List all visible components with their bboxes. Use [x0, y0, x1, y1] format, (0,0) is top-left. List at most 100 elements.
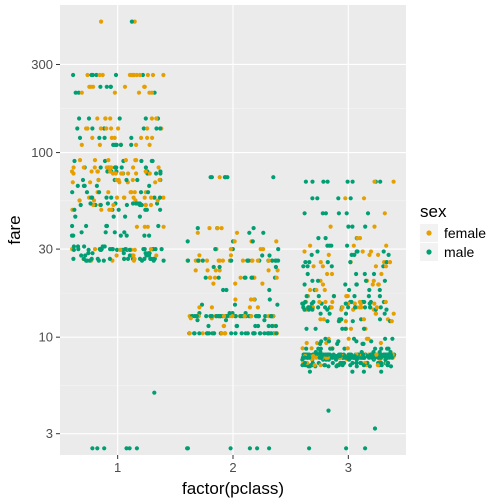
point-male [307, 355, 312, 360]
point-male [70, 190, 75, 195]
point-male [336, 196, 341, 201]
point-male [310, 278, 315, 283]
point-female [104, 126, 109, 131]
point-male [158, 126, 163, 131]
point-male [362, 299, 367, 305]
point-male [315, 278, 321, 283]
point-female [112, 135, 117, 140]
point-female [383, 299, 388, 305]
point-female [79, 90, 84, 95]
point-male [343, 326, 348, 331]
point-male [81, 256, 86, 261]
point-female [85, 72, 90, 78]
point-female [248, 297, 254, 302]
point-male [86, 116, 92, 121]
point-male [247, 446, 252, 451]
point-female [137, 72, 142, 78]
point-female [161, 195, 166, 200]
point-male [89, 72, 94, 78]
point-male [73, 90, 78, 95]
point-female [95, 116, 100, 121]
point-male [266, 323, 271, 329]
point-female [309, 346, 314, 351]
point-female [364, 336, 369, 341]
point-female [232, 239, 237, 244]
point-female [325, 271, 330, 277]
point-female [372, 301, 377, 306]
point-male [77, 135, 83, 140]
point-male [83, 253, 88, 258]
point-male [71, 72, 76, 78]
point-male [390, 336, 395, 341]
point-male [185, 239, 190, 244]
point-male [367, 287, 372, 293]
point-male [147, 233, 152, 238]
point-female [389, 319, 394, 324]
point-female [157, 177, 162, 183]
point-male [367, 301, 372, 306]
point-male [243, 275, 248, 280]
point-male [372, 426, 378, 431]
point-male [307, 364, 312, 369]
point-female [97, 142, 102, 147]
point-male [245, 258, 250, 263]
point-female [233, 281, 238, 286]
point-male [302, 211, 307, 216]
point-male [331, 294, 336, 299]
point-male [354, 282, 359, 287]
point-male [84, 223, 89, 229]
point-female [195, 230, 200, 235]
point-female [343, 196, 348, 201]
point-female [95, 169, 100, 174]
point-female [84, 126, 89, 131]
point-male [112, 165, 118, 170]
point-female [204, 258, 210, 263]
point-female [209, 305, 214, 310]
point-female [114, 195, 120, 200]
point-female [321, 317, 326, 322]
point-male [307, 446, 312, 451]
point-male [325, 352, 330, 357]
point-male [94, 72, 99, 78]
legend-label-female: female [444, 225, 486, 241]
point-female [322, 287, 327, 293]
point-male [310, 196, 315, 201]
x-tick-label: 2 [229, 460, 236, 475]
point-female [391, 179, 396, 184]
point-male [361, 341, 366, 346]
point-male [273, 323, 279, 329]
point-female [230, 314, 235, 319]
point-male [349, 252, 354, 257]
point-female [110, 171, 115, 176]
point-male [73, 214, 78, 219]
point-female [106, 158, 111, 163]
point-female [106, 190, 111, 195]
point-male [196, 258, 201, 263]
point-male [311, 299, 316, 305]
point-male [361, 326, 367, 331]
point-male [330, 360, 335, 366]
point-male [82, 183, 87, 188]
point-male [99, 247, 104, 252]
point-male [307, 260, 312, 265]
point-male [336, 319, 341, 324]
point-female [154, 116, 159, 121]
point-male [124, 202, 129, 208]
point-female [208, 275, 213, 280]
point-male [350, 369, 355, 374]
point-male [257, 331, 262, 336]
point-male [95, 446, 100, 451]
point-female [149, 90, 154, 95]
point-female [88, 180, 93, 185]
point-female [122, 84, 128, 89]
point-male [204, 314, 209, 319]
point-female [197, 305, 202, 310]
point-male [154, 171, 159, 176]
point-male [304, 346, 309, 351]
legend-key-male [426, 249, 432, 255]
point-female [109, 126, 114, 131]
point-male [369, 339, 374, 344]
point-female [109, 135, 114, 140]
point-male [386, 252, 391, 257]
point-female [219, 226, 224, 231]
